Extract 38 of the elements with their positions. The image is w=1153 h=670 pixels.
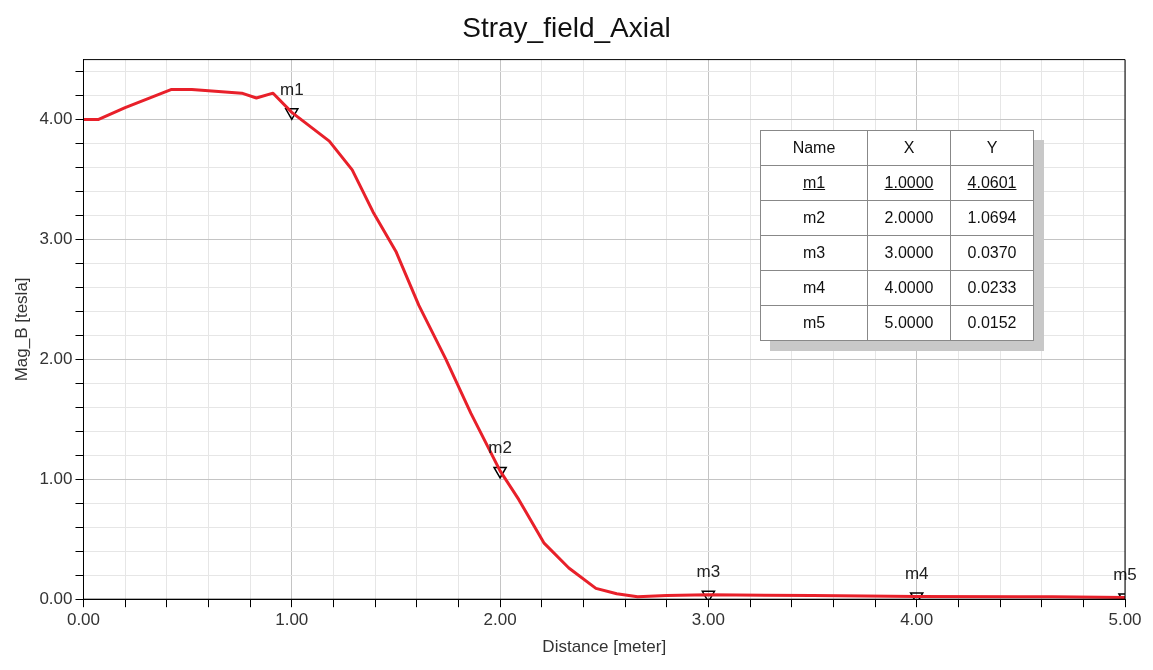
annotation: m4 — [760, 270, 868, 306]
annotation: 2.0000 — [867, 200, 951, 236]
annotation: m5 — [760, 305, 868, 341]
annotation: Name — [760, 130, 868, 166]
annotation: 1.0694 — [950, 200, 1034, 236]
annotation: 0.0233 — [950, 270, 1034, 306]
x-tick-label: 4.00 — [900, 610, 934, 630]
annotation: 0.0152 — [950, 305, 1034, 341]
x-tick-label: 5.00 — [1108, 610, 1142, 630]
annotation: m3 — [760, 235, 868, 271]
y-tick-label: 4.00 — [39, 109, 73, 129]
chart-title: Stray_field_Axial — [462, 11, 671, 43]
annotation: 1.0000 — [867, 165, 951, 201]
annotation: m3 — [696, 561, 721, 581]
annotation: 4.0601 — [950, 165, 1034, 201]
annotation: m4 — [904, 563, 929, 583]
annotation: m2 — [760, 200, 868, 236]
y-tick-label: 1.00 — [39, 468, 73, 488]
x-axis-title: Distance [meter] — [542, 637, 667, 657]
x-tick-label: 2.00 — [483, 610, 517, 630]
x-tick-label: 1.00 — [275, 610, 309, 630]
x-tick-label: 3.00 — [691, 610, 725, 630]
point — [284, 108, 299, 121]
annotation: 3.0000 — [867, 235, 951, 271]
annotation: 4.0000 — [867, 270, 951, 306]
annotation: 0.0370 — [950, 235, 1034, 271]
y-tick-label: 2.00 — [39, 349, 73, 369]
y-tick-label: 0.00 — [39, 588, 73, 608]
annotation: m1 — [760, 165, 868, 201]
point — [493, 466, 507, 479]
y-tick-label: 3.00 — [39, 229, 73, 249]
annotation: m1 — [279, 79, 304, 99]
annotation: Y — [950, 130, 1034, 166]
x-tick-label: 0.00 — [66, 610, 101, 630]
annotation: 5.0000 — [867, 305, 951, 341]
annotation: m2 — [488, 438, 512, 458]
annotation: X — [867, 130, 951, 166]
y-axis-title: Mag_B [tesla] — [11, 277, 31, 382]
